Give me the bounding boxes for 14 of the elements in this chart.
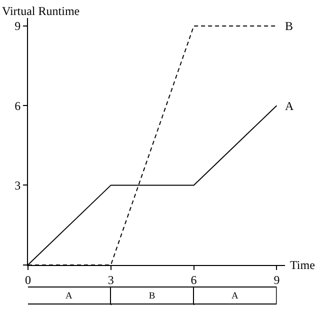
series-label: A <box>285 99 294 113</box>
series-label: B <box>148 291 156 302</box>
series-label: A <box>65 291 72 302</box>
series-label: B <box>285 19 294 33</box>
x-tick-label: 0 <box>25 273 31 288</box>
x-tick-label: 3 <box>108 273 114 288</box>
y-tick-label: 9 <box>14 19 21 34</box>
x-tick-label: 9 <box>274 273 280 288</box>
y-tick-label: 6 <box>14 98 21 113</box>
x-tick-label: 6 <box>190 273 197 288</box>
y-axis-title: Virtual Runtime <box>2 4 80 18</box>
y-tick-label: 3 <box>14 178 21 192</box>
series-label: A <box>231 291 238 302</box>
x-axis-title: Time <box>290 258 315 272</box>
